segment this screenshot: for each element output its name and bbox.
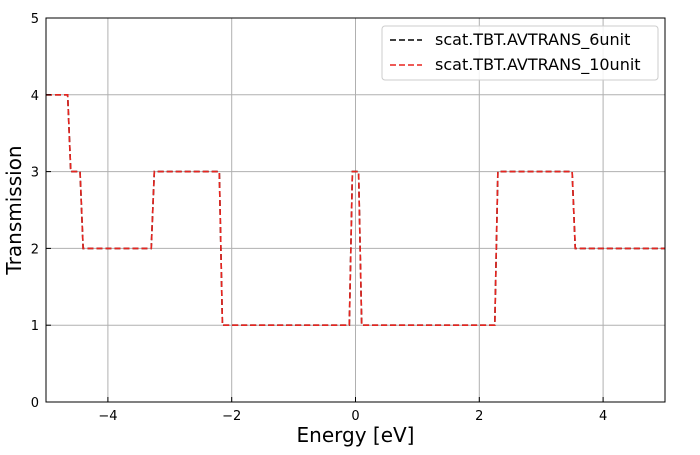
transmission-chart: −4 −2 0 2 4 0 1 2 3 4 5 Energy [eV] Transmission s…: [0, 0, 700, 455]
y-tick-label: 2: [31, 242, 39, 257]
x-tick-label: 4: [599, 409, 607, 424]
x-axis-title: Energy [eV]: [297, 423, 415, 447]
x-tick-label: −4: [98, 409, 117, 424]
legend-label-1: scat.TBT.AVTRANS_6unit: [435, 30, 630, 50]
y-tick-label: 5: [31, 12, 39, 27]
x-tick-label: 2: [475, 409, 483, 424]
y-tick-label: 3: [31, 166, 39, 181]
y-axis-title: Transmission: [2, 145, 26, 275]
y-tick-label: 0: [31, 396, 39, 411]
y-tick-label: 4: [31, 89, 39, 104]
legend-label-2: scat.TBT.AVTRANS_10unit: [435, 55, 641, 75]
x-tick-label: 0: [351, 409, 359, 424]
legend: scat.TBT.AVTRANS_6unit scat.TBT.AVTRANS_1…: [382, 26, 658, 80]
y-tick-label: 1: [31, 319, 39, 334]
x-tick-label: −2: [222, 409, 241, 424]
